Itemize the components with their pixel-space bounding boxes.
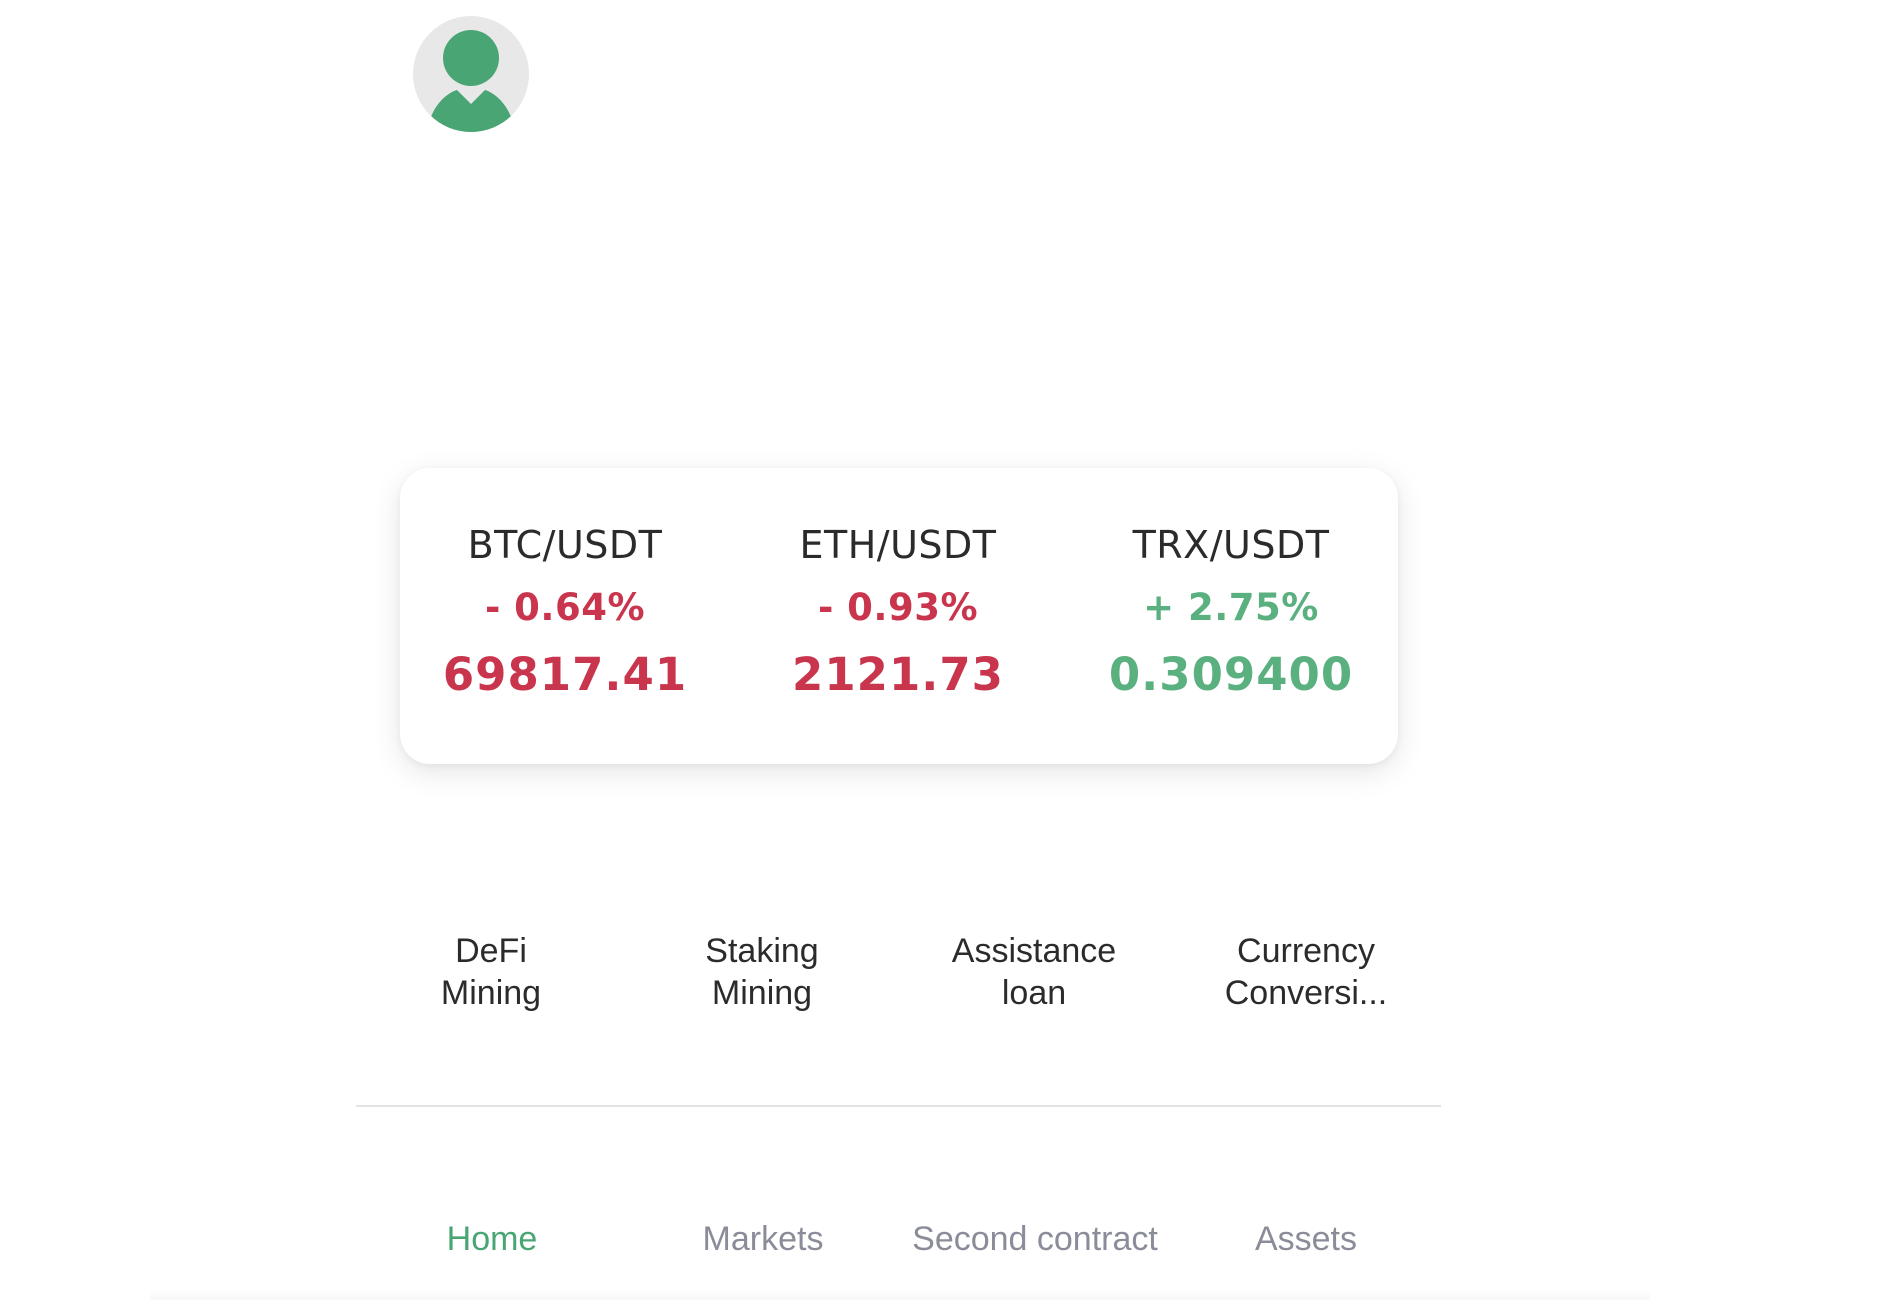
ticker-trx[interactable]: TRX/USDT + 2.75% 0.309400: [1066, 468, 1396, 764]
tab-assets[interactable]: Assets: [1254, 1220, 1358, 1258]
tab-second-contract[interactable]: Second contract: [912, 1220, 1158, 1258]
feature-label-line1: Currency: [1237, 932, 1375, 970]
feature-currency-conversion[interactable]: Currency Conversi...: [1201, 930, 1411, 1014]
ticker-price: 2121.73: [792, 648, 1004, 701]
avatar-person-icon: [427, 30, 515, 132]
user-avatar-icon[interactable]: [413, 16, 529, 132]
ticker-pair: BTC/USDT: [467, 523, 663, 567]
feature-label-line1: DeFi: [455, 932, 527, 970]
feature-menu: DeFi Mining Staking Mining Assistance lo…: [355, 930, 1440, 1020]
ticker-change: + 2.75%: [1143, 586, 1319, 629]
tab-home[interactable]: Home: [446, 1220, 538, 1258]
divider: [356, 1105, 1441, 1107]
feature-label-line2: Mining: [711, 974, 813, 1012]
feature-label-line2: Mining: [440, 974, 542, 1012]
tab-markets[interactable]: Markets: [702, 1220, 824, 1258]
ticker-pair: TRX/USDT: [1132, 523, 1330, 567]
tabbar-shadow: [150, 1290, 1650, 1300]
ticker-change: - 0.93%: [817, 586, 979, 629]
ticker-card: BTC/USDT - 0.64% 69817.41 ETH/USDT - 0.9…: [400, 468, 1398, 764]
ticker-price: 0.309400: [1108, 648, 1354, 701]
feature-defi-mining[interactable]: DeFi Mining: [386, 930, 596, 1014]
feature-label-line2: loan: [1001, 974, 1067, 1012]
ticker-price: 69817.41: [442, 648, 688, 701]
ticker-pair: ETH/USDT: [799, 523, 997, 567]
bottom-tab-bar: Home Markets Second contract Assets: [356, 1195, 1441, 1300]
feature-label-line1: Staking: [705, 932, 819, 970]
feature-label-line2: Conversi...: [1224, 974, 1388, 1012]
feature-staking-mining[interactable]: Staking Mining: [657, 930, 867, 1014]
ticker-change: - 0.64%: [484, 586, 646, 629]
ticker-eth[interactable]: ETH/USDT - 0.93% 2121.73: [733, 468, 1063, 764]
feature-label-line1: Assistance: [951, 932, 1117, 970]
ticker-btc[interactable]: BTC/USDT - 0.64% 69817.41: [400, 468, 730, 764]
feature-assistance-loan[interactable]: Assistance loan: [929, 930, 1139, 1014]
